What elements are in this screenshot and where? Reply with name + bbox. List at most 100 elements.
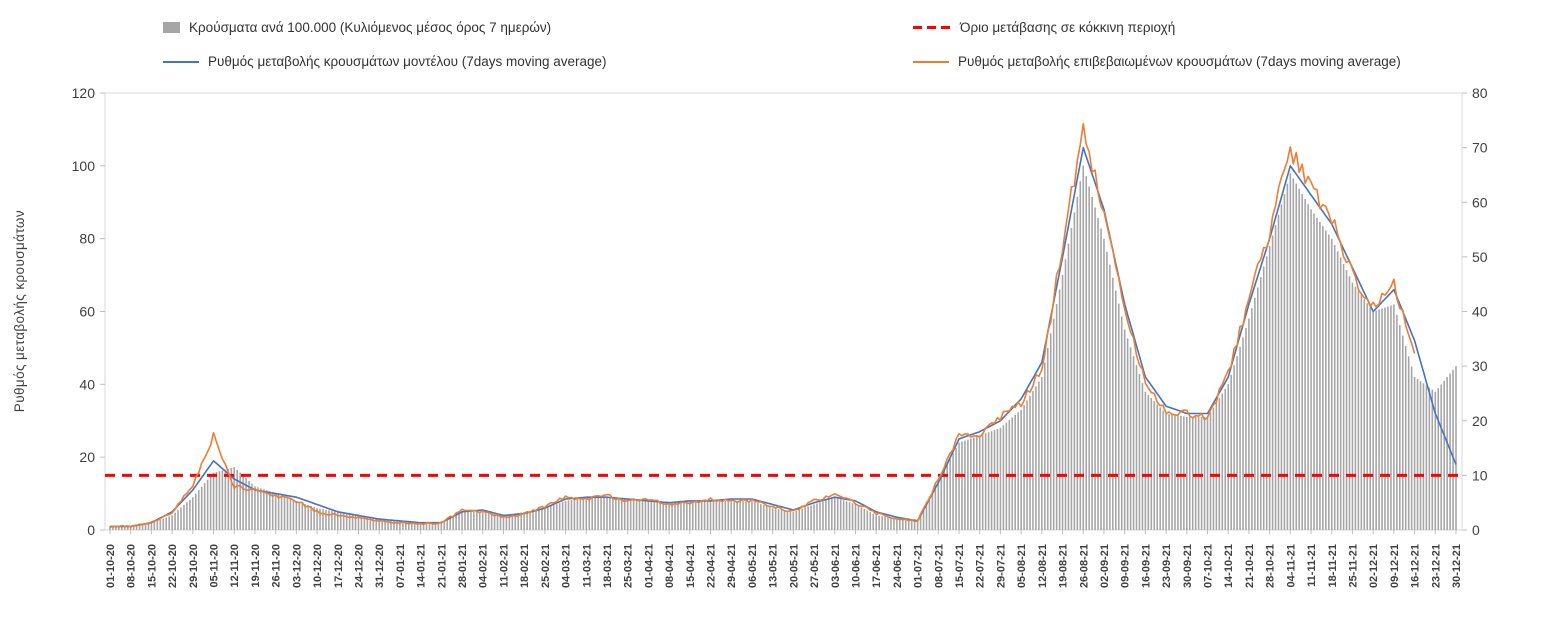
bar (615, 497, 617, 530)
bar (1363, 299, 1366, 530)
bar (854, 504, 857, 530)
bar (1396, 314, 1398, 530)
bar (428, 522, 431, 530)
bar (1055, 304, 1058, 530)
x-tick-label: 02-09-21 (1099, 544, 1111, 588)
bar (1174, 415, 1176, 530)
bar (129, 526, 132, 530)
bar (1221, 393, 1224, 530)
bar (588, 497, 591, 530)
bar (973, 437, 975, 530)
bar (813, 504, 815, 530)
bar (1215, 402, 1218, 530)
bar (890, 517, 892, 530)
bar (1236, 356, 1238, 530)
bar (1378, 309, 1380, 530)
bar (529, 510, 531, 530)
bar (1322, 226, 1324, 530)
bar (360, 515, 363, 530)
bar (1197, 416, 1200, 530)
bar (1180, 415, 1182, 530)
bar (440, 522, 443, 530)
bar (632, 499, 635, 530)
bar (703, 501, 706, 530)
x-tick-label: 31-12-20 (374, 544, 386, 588)
bar (132, 525, 135, 530)
orange-line-swatch-icon (913, 60, 949, 63)
bar (1156, 404, 1159, 530)
bar (1348, 276, 1351, 530)
bar (706, 501, 709, 530)
bar (541, 508, 543, 530)
bar (1443, 380, 1445, 530)
x-tick-label: 11-03-21 (581, 544, 593, 587)
bar (156, 520, 159, 530)
x-tick-label: 10-12-20 (312, 544, 324, 588)
legend-item-confirmed-rate: Ρυθμός μεταβολής επιβεβαιωμένων κρουσμάτ… (913, 54, 1401, 69)
bar (940, 473, 943, 530)
bar (970, 438, 972, 530)
bar (470, 511, 472, 530)
bar (1233, 365, 1235, 530)
bar (345, 513, 348, 530)
bar (1183, 416, 1185, 530)
x-tick-label: 01-10-20 (105, 544, 117, 588)
x-tick-label: 03-12-20 (291, 544, 303, 588)
bar (1123, 329, 1126, 530)
bar (144, 523, 147, 530)
bar (612, 497, 614, 530)
x-tick-label: 15-10-20 (146, 544, 158, 588)
bar (635, 499, 638, 530)
right-tick-label: 10 (1472, 467, 1488, 483)
bar (623, 498, 626, 530)
bar (481, 511, 484, 530)
bar (1230, 374, 1232, 530)
bar (1425, 385, 1428, 530)
left-tick-label: 80 (79, 231, 95, 247)
bar (845, 501, 848, 530)
bar (138, 524, 141, 530)
bar (1328, 234, 1330, 530)
x-tick-label: 27-05-21 (809, 544, 821, 588)
bar (171, 515, 173, 530)
bar (671, 502, 673, 530)
bar (665, 502, 667, 530)
bar (955, 447, 957, 530)
bar (768, 507, 771, 530)
bar (999, 427, 1002, 530)
bar (789, 511, 792, 530)
bar (765, 506, 768, 530)
bar (263, 489, 265, 530)
bar (904, 519, 907, 530)
bar (946, 463, 948, 530)
bar (1277, 214, 1280, 530)
bar (686, 501, 688, 530)
bar (996, 428, 999, 530)
x-tick-label: 16-09-21 (1140, 544, 1152, 588)
legend-label-cases-per-100k: Κρούσματα ανά 100.000 (Κυλιόμενος μέσος … (189, 20, 552, 35)
bar (372, 517, 375, 530)
bar (1067, 243, 1070, 530)
bar (369, 517, 372, 530)
bar (952, 453, 954, 530)
bar (496, 514, 499, 530)
bar (733, 501, 735, 530)
bar (1431, 389, 1434, 530)
bar (689, 501, 691, 530)
bar (872, 513, 875, 530)
bar (668, 502, 670, 530)
x-tick-label: 01-04-21 (643, 544, 655, 588)
bar (582, 497, 585, 530)
left-axis: 0 20 40 60 80 100 120 (72, 85, 105, 538)
bar (310, 506, 312, 530)
bar (183, 504, 185, 530)
gray-bar-swatch-icon (163, 22, 180, 33)
bar (683, 501, 685, 530)
x-tick-label: 19-08-21 (1058, 544, 1070, 588)
x-tick-label: 21-01-21 (436, 544, 448, 588)
bar (135, 525, 138, 530)
bar (260, 488, 262, 530)
bar (662, 502, 664, 530)
bar (304, 504, 307, 530)
bar (931, 490, 934, 530)
